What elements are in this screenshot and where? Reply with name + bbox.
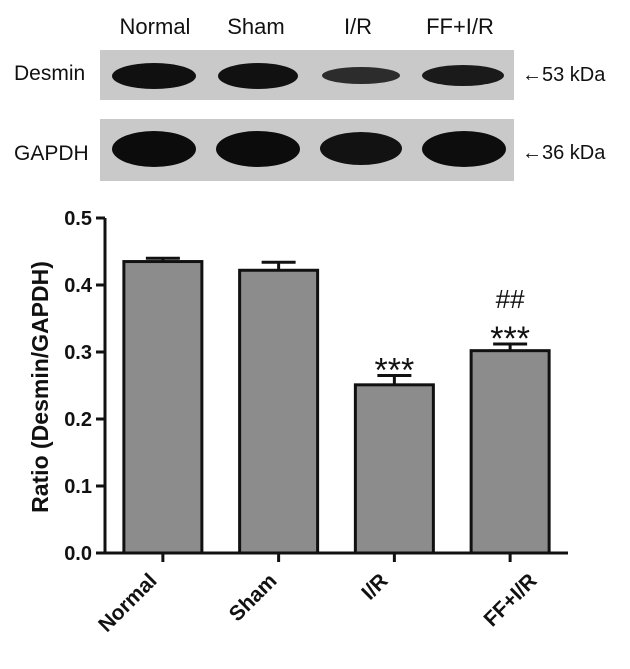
lane-label-ir: I/R: [343, 14, 373, 39]
y-tick-label: 0.3: [64, 342, 92, 364]
desmin-band: [322, 67, 400, 84]
significance-marker: ***: [375, 351, 415, 389]
chart-bars: [122, 256, 551, 555]
gapdh-band: [422, 131, 506, 167]
gapdh-blot-strip: [100, 119, 514, 181]
x-tick-label: I/R: [357, 569, 392, 604]
chart-annotations: *** *** ##: [375, 284, 530, 389]
lane-label-normal: Normal: [119, 14, 191, 39]
bar: [122, 260, 204, 555]
y-tick-label: 0.5: [64, 208, 92, 230]
lane-label-ffir: FF+I/R: [426, 14, 494, 39]
desmin-band: [422, 65, 504, 86]
bar: [238, 268, 320, 555]
y-tick-label: 0.2: [64, 409, 92, 431]
bar: [469, 349, 551, 555]
significance-marker: ***: [490, 320, 530, 358]
x-tick-label: Sham: [225, 569, 282, 626]
lane-label-sham: Sham: [227, 14, 285, 39]
y-tick-label: 0.4: [64, 275, 93, 297]
gapdh-kda-marker: ←36 kDa: [522, 142, 606, 164]
y-axis-label: Ratio (Desmin/GAPDH): [27, 261, 53, 513]
desmin-band: [112, 63, 196, 89]
desmin-band: [218, 63, 298, 89]
x-tick-label: Normal: [94, 569, 161, 636]
desmin-blot-strip: [100, 50, 514, 100]
y-tick-label: 0.1: [64, 476, 92, 498]
gapdh-band: [112, 131, 196, 167]
gapdh-band: [320, 132, 402, 165]
x-tick-label: FF+I/R: [479, 569, 541, 631]
bar-chart: Ratio (Desmin/GAPDH) 0.0 0.1 0.2 0.3 0.4 0.5 N…: [27, 208, 568, 637]
desmin-row-label: Desmin: [14, 62, 86, 85]
y-tick-label: 0.0: [64, 543, 92, 565]
significance-marker: ##: [496, 284, 525, 314]
desmin-kda-marker: ←53 kDa: [522, 64, 606, 86]
gapdh-row-label: GAPDH: [14, 142, 89, 165]
bar: [353, 383, 435, 555]
gapdh-band: [216, 131, 300, 167]
